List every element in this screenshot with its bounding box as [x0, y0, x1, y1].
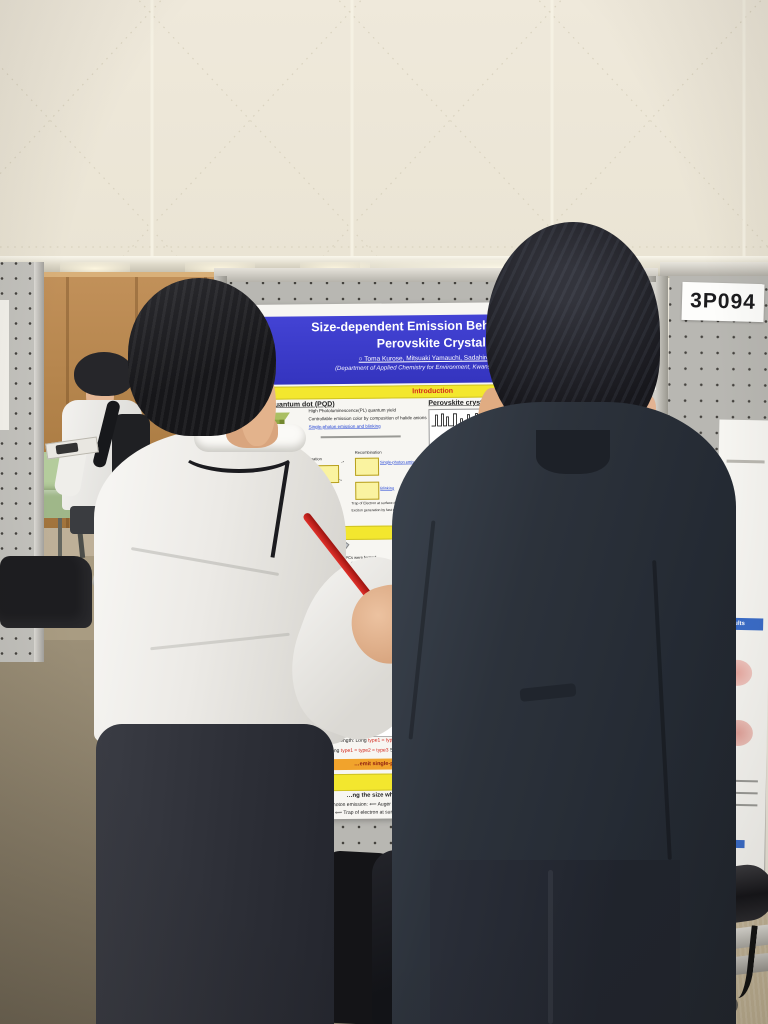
- chair-leg: [58, 518, 62, 556]
- left-board-poster-sliver: [0, 300, 9, 430]
- diagram-box-4: [354, 457, 380, 476]
- diagram-arrow: →: [337, 476, 344, 483]
- pqd-bullet1: High Photoluminescence(PL) quantum yield: [308, 407, 397, 414]
- wall-panel-pattern: [0, 0, 768, 268]
- diagram-recomb-label: Recombination: [354, 450, 382, 455]
- person-left-lanyard: [180, 430, 298, 473]
- bg-person-hair: [74, 352, 134, 396]
- pqd-bullet2: Controllable emission color by compositi…: [308, 415, 427, 422]
- left-board-edge-post: [34, 262, 44, 662]
- person-right-trouser-shade: [430, 860, 680, 1024]
- ceiling-light-spot: [60, 262, 130, 275]
- neighbor-figure: [726, 459, 765, 464]
- board-number-label: 3P094: [681, 281, 765, 323]
- person-right-trouser-crease: [548, 870, 553, 1024]
- finding-2b: type1 ≈ type2 ≈ type3: [340, 747, 389, 754]
- wood-top-trim: [0, 272, 216, 277]
- citation-line: [320, 435, 401, 439]
- floor-bag-left: [0, 556, 92, 628]
- pqd-bullet3: Single-photon emission and blinking: [308, 423, 381, 430]
- intro-band-label: Introduction: [412, 385, 454, 395]
- person-left-hair: [128, 278, 276, 436]
- diagram-box-5: [355, 481, 380, 500]
- wall: [0, 0, 768, 268]
- diagram-arrow: →: [338, 458, 346, 466]
- board-number-text: 3P094: [689, 289, 757, 315]
- person-right-collar-notch: [536, 430, 610, 474]
- person-left-trousers: [96, 724, 334, 1024]
- diagram-blink-label: Blinking: [380, 485, 395, 491]
- right-board-top-rail: [660, 262, 768, 276]
